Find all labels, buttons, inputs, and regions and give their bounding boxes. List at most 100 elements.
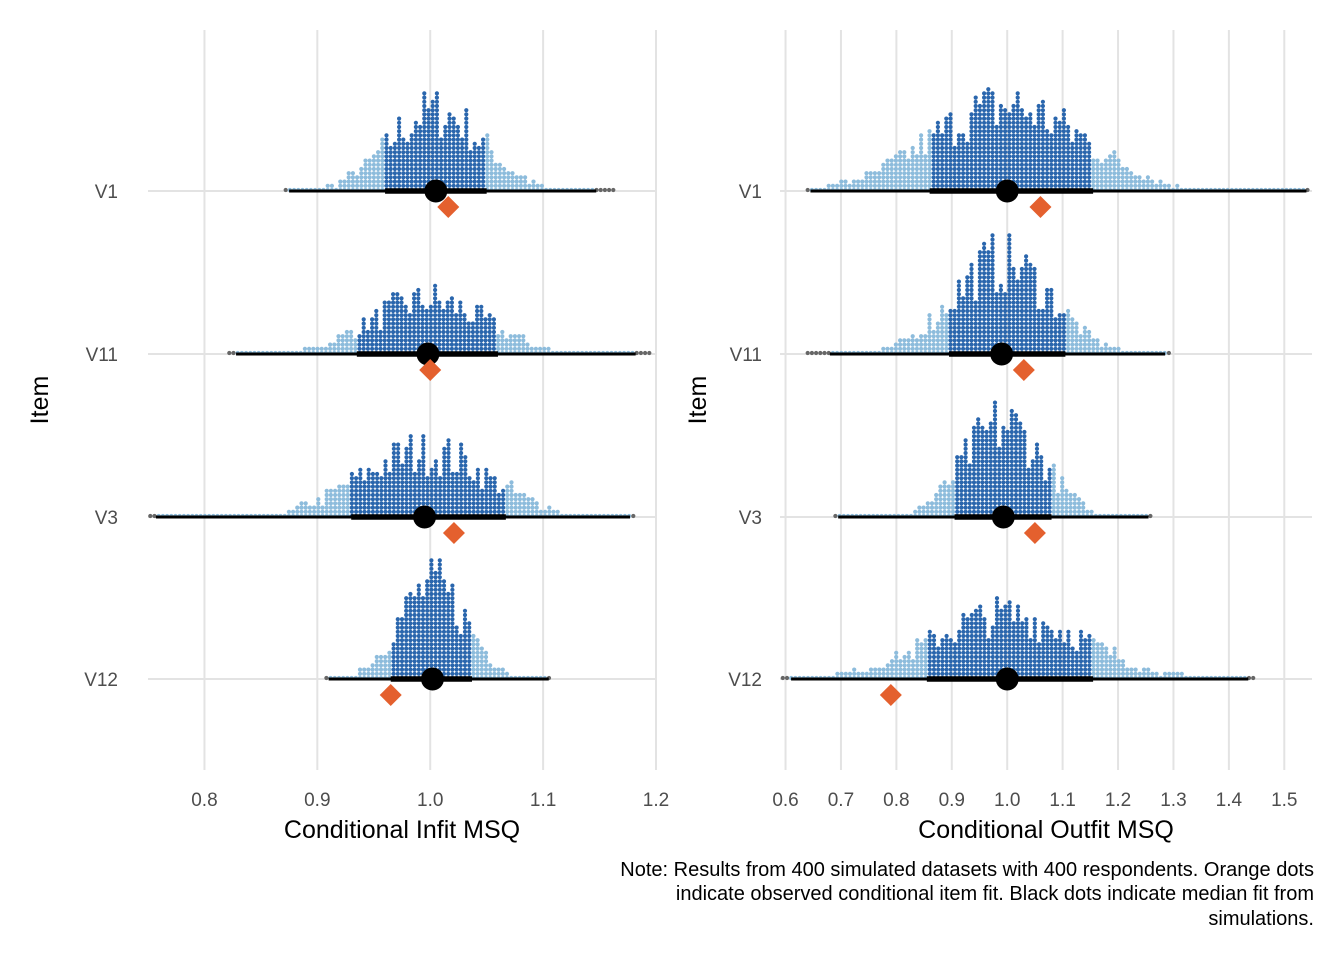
sim-dot: [1066, 137, 1071, 142]
sim-dot: [340, 346, 345, 351]
sim-dot: [902, 671, 907, 676]
sim-dot: [383, 505, 388, 510]
sim-dot: [1032, 308, 1037, 314]
sim-dot: [1007, 158, 1012, 163]
sim-dot: [458, 329, 463, 335]
sim-dot: [483, 663, 489, 668]
sim-dot: [446, 471, 451, 477]
sim-dot: [1087, 329, 1092, 335]
sim-dot: [1011, 621, 1016, 626]
sim-dot: [517, 505, 523, 510]
sim-dot: [467, 476, 472, 481]
sim-dot: [392, 154, 397, 159]
sim-dot: [458, 334, 463, 339]
sim-dot: [425, 480, 430, 485]
sim-dot: [1028, 654, 1033, 660]
sim-dot: [938, 484, 943, 489]
sim-dot: [1022, 442, 1027, 447]
sim-dot: [1112, 175, 1117, 180]
sim-dot: [973, 346, 978, 351]
sim-dot: [391, 476, 396, 481]
sim-dot: [994, 633, 1000, 639]
sim-dot: [1087, 179, 1092, 184]
sim-dot: [1051, 480, 1056, 485]
sim-dot: [980, 434, 985, 439]
x-tick-label: 1.1: [530, 790, 556, 811]
sim-dot: [1039, 459, 1044, 464]
sim-dot: [409, 141, 414, 146]
sim-dot: [346, 175, 351, 180]
sim-dot: [977, 179, 983, 184]
sim-dot: [1036, 154, 1041, 159]
sim-dot: [998, 162, 1004, 167]
sim-dot: [1053, 183, 1058, 188]
sim-dot: [357, 671, 363, 676]
sim-dot: [889, 663, 895, 668]
sim-dot: [931, 642, 937, 647]
sim-dot: [963, 501, 968, 506]
sim-dot: [1007, 266, 1012, 272]
sim-dot: [463, 463, 468, 468]
sim-dot: [1036, 334, 1041, 339]
sim-dot: [404, 638, 409, 643]
sim-dot: [521, 334, 526, 339]
item-dots: [805, 233, 1171, 356]
sim-dot: [420, 617, 426, 622]
sim-dot: [479, 317, 484, 322]
sim-dot: [451, 133, 456, 138]
sim-dot: [1019, 283, 1024, 288]
sim-dot: [424, 321, 429, 326]
sim-dot: [412, 334, 417, 339]
sim-dot: [1103, 179, 1108, 184]
sim-dot: [408, 438, 413, 443]
sim-dot: [433, 338, 438, 343]
sim-dot: [1028, 120, 1033, 125]
sim-dot: [990, 166, 995, 172]
sim-dot: [455, 145, 460, 151]
sim-dot: [992, 442, 998, 447]
sim-dot: [952, 154, 957, 159]
sim-dot: [1053, 334, 1058, 339]
sim-dot: [982, 329, 987, 335]
sim-dot: [396, 509, 401, 514]
sim-dot: [948, 650, 953, 655]
sim-dot: [1015, 103, 1020, 109]
sim-dot: [1057, 154, 1062, 159]
sim-dot: [509, 509, 514, 514]
sim-dot: [428, 313, 433, 318]
sim-dot: [450, 667, 455, 672]
sim-dot: [350, 179, 355, 184]
sim-dot: [1045, 329, 1050, 335]
sim-dot: [500, 334, 505, 339]
sim-dot: [969, 166, 974, 172]
sim-dot: [1024, 120, 1029, 125]
sim-dot: [990, 91, 995, 96]
sim-dot: [1061, 329, 1066, 335]
sim-dot: [442, 484, 447, 489]
sim-dot: [451, 179, 456, 184]
sim-dot: [1049, 154, 1054, 159]
sim-dot: [927, 659, 932, 664]
sim-dot: [1036, 137, 1041, 142]
sim-dot: [1028, 262, 1033, 267]
sim-dot: [396, 492, 401, 498]
sim-dot: [1049, 158, 1054, 163]
sim-dot: [971, 455, 977, 460]
sim-dot: [475, 654, 480, 660]
x-tick-label: 0.6: [772, 790, 798, 811]
sim-dot: [1061, 334, 1066, 339]
sim-dot: [1024, 279, 1029, 284]
sim-dot: [1003, 308, 1008, 314]
sim-dot: [961, 133, 966, 138]
sim-dot: [852, 671, 857, 676]
sim-dot: [994, 166, 999, 172]
sim-dot: [927, 179, 932, 184]
sim-dot: [982, 642, 987, 647]
sim-dot: [476, 175, 481, 180]
sim-dot: [320, 509, 325, 514]
sim-dot: [1024, 287, 1029, 293]
sim-dot: [359, 175, 364, 180]
sim-dot: [450, 642, 455, 647]
sim-dot: [399, 659, 405, 664]
sim-dot: [479, 650, 484, 655]
